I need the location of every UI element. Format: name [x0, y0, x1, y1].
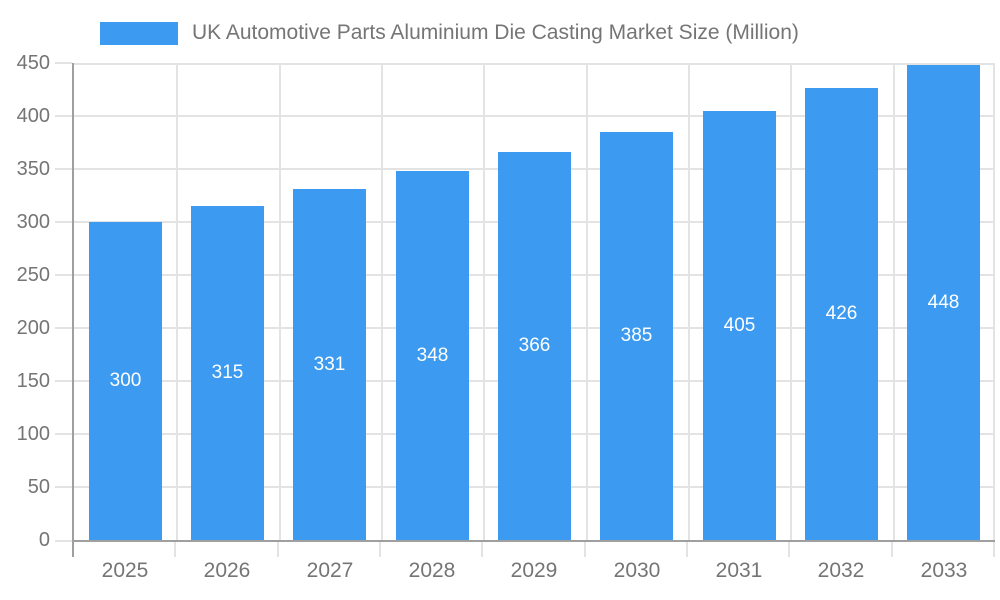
y-axis-tick	[55, 540, 72, 542]
bar-2026[interactable]: 315	[191, 206, 264, 540]
bar-value-label: 331	[313, 353, 346, 375]
bar-2030[interactable]: 385	[600, 132, 673, 540]
y-tick-label: 250	[16, 264, 50, 286]
bar-2031[interactable]: 405	[703, 111, 776, 540]
x-axis-tick	[174, 542, 176, 557]
legend-swatch-icon	[100, 21, 178, 45]
plot-area: 300 315 331 348 366 385 405 426 448	[72, 63, 995, 542]
x-tick-label: 2025	[101, 559, 149, 582]
gridline-vertical	[993, 63, 995, 540]
x-axis-tick	[788, 542, 790, 557]
bar-value-label: 315	[211, 362, 244, 383]
bar-value-label: 366	[518, 335, 551, 356]
y-axis-tick	[55, 168, 72, 170]
bar-value-label: 405	[723, 314, 756, 336]
y-tick-label: 50	[27, 476, 50, 498]
y-axis-tick	[55, 380, 72, 382]
y-tick-label: 350	[16, 158, 50, 180]
x-axis-tick	[277, 542, 279, 557]
bar-2027[interactable]: 331	[293, 189, 366, 540]
bar-2032[interactable]: 426	[805, 88, 878, 540]
y-tick-label: 0	[38, 529, 50, 551]
y-axis-tick	[55, 327, 72, 329]
x-axis-tick	[891, 542, 893, 557]
y-axis-tick	[55, 433, 72, 435]
y-tick-label: 100	[16, 423, 50, 445]
bar-2029[interactable]: 366	[498, 152, 571, 540]
x-tick-label: 2031	[715, 559, 763, 582]
y-tick-label: 300	[16, 211, 50, 233]
x-tick-label: 2032	[817, 559, 865, 582]
x-tick-label: 2029	[510, 559, 558, 582]
gridline-vertical	[176, 63, 178, 540]
gridline-vertical	[483, 63, 485, 540]
x-tick-label: 2028	[408, 559, 456, 582]
bar-value-label: 426	[825, 303, 858, 324]
legend-label: UK Automotive Parts Aluminium Die Castin…	[192, 21, 799, 44]
y-axis-tick	[55, 486, 72, 488]
bar-value-label: 448	[927, 291, 960, 313]
x-tick-label: 2033	[920, 559, 968, 582]
x-tick-label: 2030	[613, 559, 661, 582]
gridline-vertical	[586, 63, 588, 540]
x-axis-tick	[72, 542, 74, 557]
gridline-horizontal	[74, 63, 995, 65]
bar-2028[interactable]: 348	[396, 171, 469, 540]
y-tick-label: 450	[16, 52, 50, 74]
bar-value-label: 348	[416, 344, 449, 366]
y-tick-label: 150	[16, 370, 50, 392]
x-axis-tick	[686, 542, 688, 557]
gridline-vertical	[893, 63, 895, 540]
x-tick-label: 2026	[203, 559, 251, 582]
y-axis-tick	[55, 274, 72, 276]
x-axis-tick	[379, 542, 381, 557]
gridline-vertical	[279, 63, 281, 540]
y-axis-tick	[55, 115, 72, 117]
y-tick-label: 400	[16, 105, 50, 127]
bar-value-label: 385	[620, 325, 653, 346]
x-axis-tick	[584, 542, 586, 557]
y-tick-label: 200	[16, 317, 50, 339]
x-tick-label: 2027	[306, 559, 354, 582]
legend[interactable]: UK Automotive Parts Aluminium Die Castin…	[100, 21, 799, 45]
gridline-horizontal	[74, 115, 995, 117]
bar-2033[interactable]: 448	[907, 65, 980, 540]
gridline-vertical	[688, 63, 690, 540]
gridline-vertical	[790, 63, 792, 540]
gridline-vertical	[381, 63, 383, 540]
x-axis-tick	[993, 542, 995, 557]
bar-2025[interactable]: 300	[89, 222, 162, 540]
x-axis-tick	[481, 542, 483, 557]
y-axis-tick	[55, 62, 72, 64]
bar-value-label: 300	[109, 370, 142, 391]
y-axis-tick	[55, 221, 72, 223]
